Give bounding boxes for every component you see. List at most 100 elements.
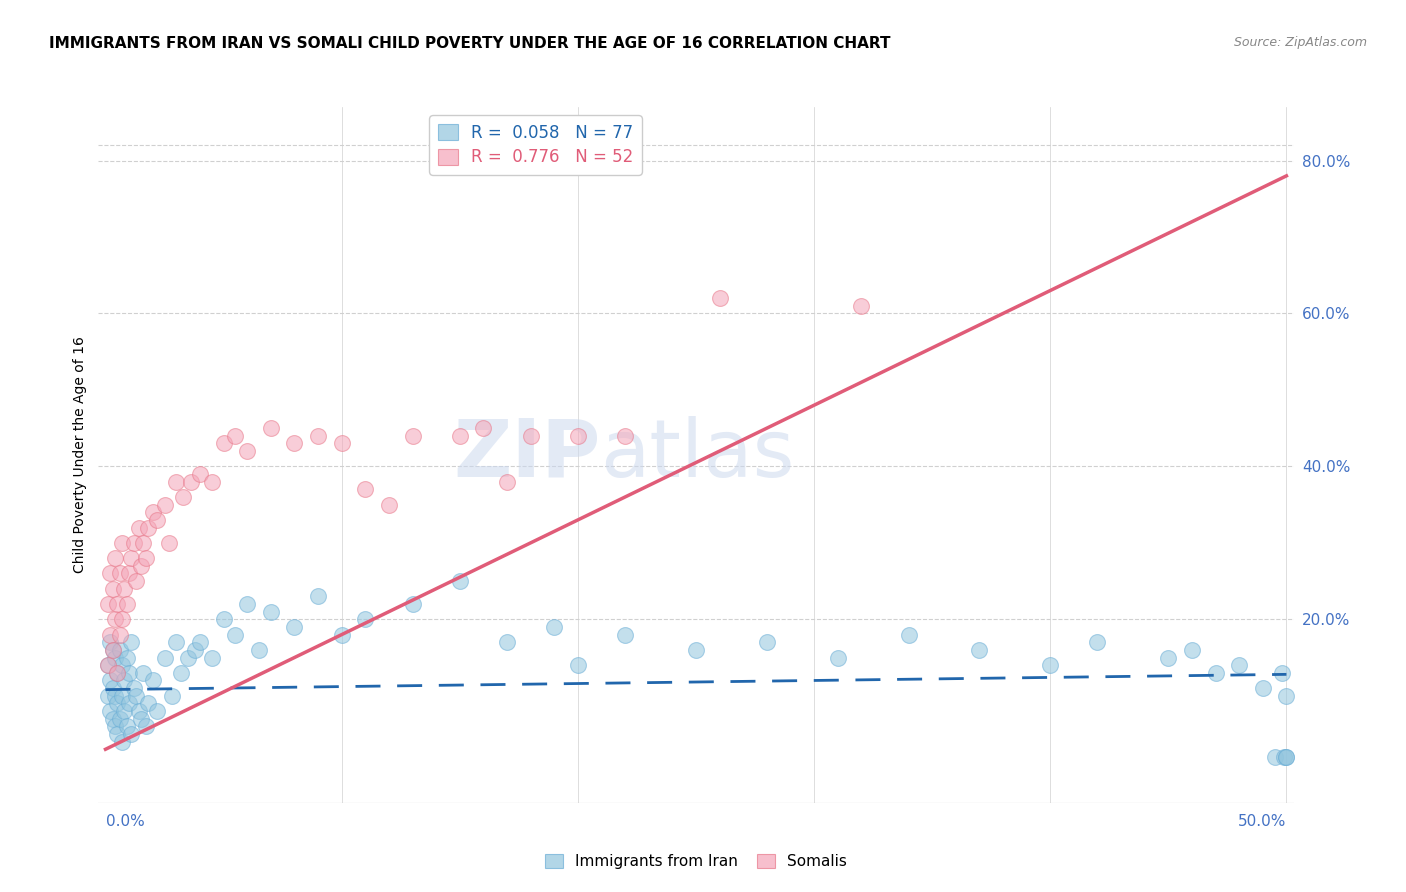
Point xyxy=(283,436,305,450)
Point xyxy=(330,627,353,641)
Point xyxy=(897,627,920,641)
Point xyxy=(1264,750,1286,764)
Point xyxy=(685,643,707,657)
Point xyxy=(104,689,127,703)
Point xyxy=(115,650,138,665)
Point xyxy=(101,681,124,695)
Point xyxy=(157,536,180,550)
Text: Source: ZipAtlas.com: Source: ZipAtlas.com xyxy=(1233,36,1367,49)
Point xyxy=(97,597,120,611)
Point xyxy=(118,665,141,680)
Point xyxy=(212,612,235,626)
Text: atlas: atlas xyxy=(600,416,794,494)
Point xyxy=(111,689,134,703)
Point xyxy=(1205,665,1227,680)
Point xyxy=(354,612,377,626)
Point xyxy=(97,658,120,673)
Point xyxy=(260,421,283,435)
Text: 0.0%: 0.0% xyxy=(105,814,145,830)
Point xyxy=(170,665,193,680)
Point xyxy=(115,719,138,733)
Point xyxy=(188,467,211,481)
Point xyxy=(1272,750,1295,764)
Text: 50.0%: 50.0% xyxy=(1239,814,1286,830)
Point xyxy=(330,436,353,450)
Point xyxy=(97,658,120,673)
Point xyxy=(378,498,401,512)
Point xyxy=(201,475,224,489)
Point xyxy=(108,627,131,641)
Point xyxy=(105,697,128,711)
Point xyxy=(121,551,143,566)
Point xyxy=(101,643,124,657)
Point xyxy=(969,643,991,657)
Point xyxy=(1275,750,1298,764)
Point xyxy=(98,627,121,641)
Point xyxy=(108,643,131,657)
Point xyxy=(111,658,134,673)
Point xyxy=(236,444,259,458)
Point xyxy=(122,681,145,695)
Legend: Immigrants from Iran, Somalis: Immigrants from Iran, Somalis xyxy=(538,847,853,875)
Point xyxy=(104,612,127,626)
Point xyxy=(1227,658,1250,673)
Point xyxy=(104,551,127,566)
Point xyxy=(1275,689,1298,703)
Point xyxy=(129,712,152,726)
Point xyxy=(104,650,127,665)
Point xyxy=(142,673,165,688)
Text: ZIP: ZIP xyxy=(453,416,600,494)
Point xyxy=(121,727,143,741)
Point xyxy=(184,643,207,657)
Point xyxy=(98,635,121,649)
Point xyxy=(543,620,565,634)
Point xyxy=(105,665,128,680)
Point xyxy=(851,299,873,313)
Point xyxy=(142,505,165,519)
Point xyxy=(111,734,134,748)
Point xyxy=(135,551,157,566)
Point xyxy=(449,429,471,443)
Point xyxy=(165,635,187,649)
Point xyxy=(105,665,128,680)
Point xyxy=(112,582,135,596)
Point xyxy=(118,697,141,711)
Point xyxy=(567,658,589,673)
Point xyxy=(125,689,148,703)
Point xyxy=(496,635,519,649)
Point xyxy=(1271,665,1294,680)
Point xyxy=(136,697,159,711)
Point xyxy=(307,590,329,604)
Point xyxy=(101,582,124,596)
Point xyxy=(1275,750,1298,764)
Point xyxy=(614,429,637,443)
Point xyxy=(125,574,148,588)
Point xyxy=(1181,643,1204,657)
Point xyxy=(1087,635,1109,649)
Point xyxy=(401,597,423,611)
Point xyxy=(111,612,134,626)
Point xyxy=(101,643,124,657)
Text: IMMIGRANTS FROM IRAN VS SOMALI CHILD POVERTY UNDER THE AGE OF 16 CORRELATION CHA: IMMIGRANTS FROM IRAN VS SOMALI CHILD POV… xyxy=(49,36,891,51)
Point xyxy=(260,605,283,619)
Point xyxy=(177,650,200,665)
Point xyxy=(97,689,120,703)
Point xyxy=(354,483,377,497)
Point xyxy=(132,536,155,550)
Point xyxy=(146,513,169,527)
Point xyxy=(98,704,121,718)
Point xyxy=(112,673,135,688)
Point xyxy=(236,597,259,611)
Point xyxy=(212,436,235,450)
Point xyxy=(180,475,202,489)
Point xyxy=(827,650,849,665)
Point xyxy=(519,429,541,443)
Point xyxy=(614,627,637,641)
Point xyxy=(224,627,246,641)
Point xyxy=(108,566,131,581)
Point xyxy=(201,650,224,665)
Point xyxy=(146,704,169,718)
Point xyxy=(283,620,305,634)
Point xyxy=(1251,681,1274,695)
Point xyxy=(1157,650,1180,665)
